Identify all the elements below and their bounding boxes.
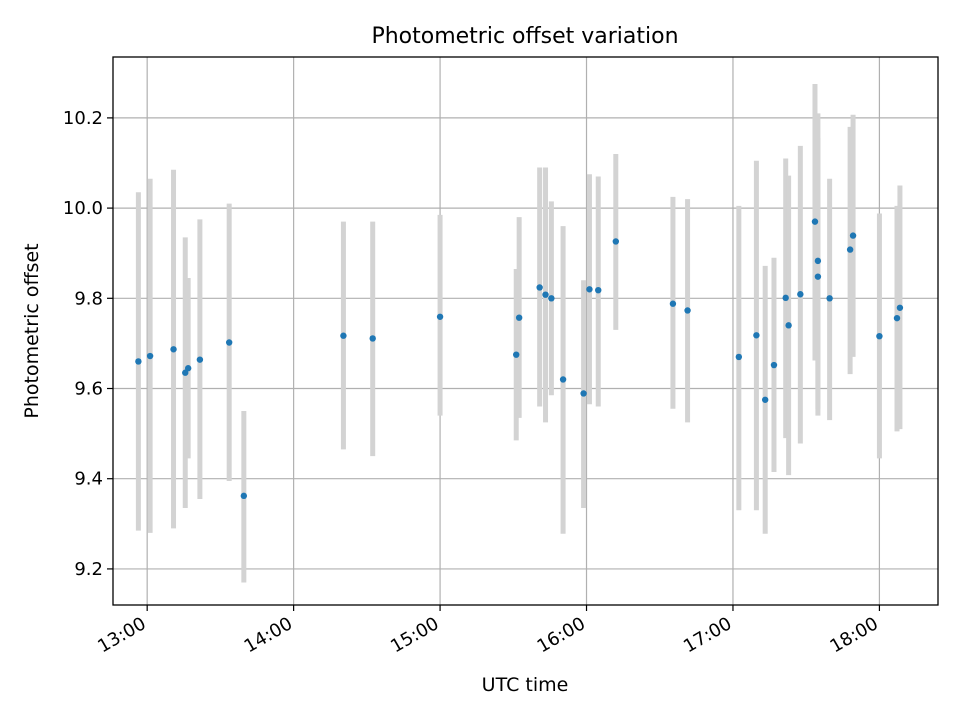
data-point <box>814 257 822 265</box>
data-point <box>586 286 593 293</box>
data-point <box>559 376 567 383</box>
x-tick-label: 18:00 <box>826 613 881 657</box>
data-point <box>542 291 549 298</box>
y-axis-ticks: 9.2 9.4 9.6 9.8 10.0 10.2 <box>63 108 113 580</box>
data-point <box>536 284 543 291</box>
data-point <box>849 232 857 239</box>
data-point <box>811 218 819 225</box>
data-point <box>826 295 833 302</box>
y-tick-label: 9.2 <box>74 559 103 580</box>
data-point <box>846 246 854 253</box>
y-tick-label: 9.4 <box>74 469 103 490</box>
data-point <box>196 356 204 363</box>
data-point <box>770 361 778 369</box>
data-point <box>797 291 804 298</box>
data-point <box>146 352 154 360</box>
data-point <box>753 332 760 339</box>
data-point <box>761 396 769 403</box>
x-tick-label: 13:00 <box>94 613 149 657</box>
data-point <box>184 365 192 372</box>
x-axis-label: UTC time <box>482 674 569 696</box>
x-axis-ticks: 13:00 14:00 15:00 16:00 17:00 18:00 <box>94 605 882 657</box>
data-point <box>595 286 602 294</box>
data-point <box>893 314 901 322</box>
data-point <box>170 346 177 353</box>
data-point <box>669 300 677 307</box>
y-tick-label: 10.2 <box>63 108 103 129</box>
error-bars <box>135 84 903 583</box>
data-point <box>240 492 248 500</box>
data-point <box>876 332 883 340</box>
y-tick-label: 10.0 <box>63 198 103 219</box>
chart-title: Photometric offset variation <box>371 24 678 49</box>
data-point <box>135 358 142 365</box>
data-point <box>369 335 376 342</box>
data-point <box>548 295 555 302</box>
data-point <box>612 238 620 245</box>
x-tick-label: 17:00 <box>680 613 735 657</box>
data-point <box>684 307 691 314</box>
data-points <box>135 218 904 500</box>
data-point <box>513 351 520 358</box>
y-axis-label: Photometric offset <box>21 243 43 418</box>
data-point <box>515 314 523 321</box>
x-tick-label: 15:00 <box>387 613 442 657</box>
data-point <box>896 304 904 311</box>
x-tick-label: 16:00 <box>534 613 589 657</box>
x-tick-label: 14:00 <box>241 613 296 657</box>
plot-area-frame <box>112 56 939 606</box>
y-tick-label: 9.6 <box>74 379 103 400</box>
data-point <box>340 332 347 339</box>
data-point <box>785 322 792 329</box>
y-tick-label: 9.8 <box>74 288 103 309</box>
data-point <box>225 339 233 346</box>
data-point <box>782 294 789 302</box>
data-point <box>735 353 743 361</box>
data-point <box>436 313 444 320</box>
data-point <box>814 273 822 280</box>
data-point <box>580 390 587 397</box>
